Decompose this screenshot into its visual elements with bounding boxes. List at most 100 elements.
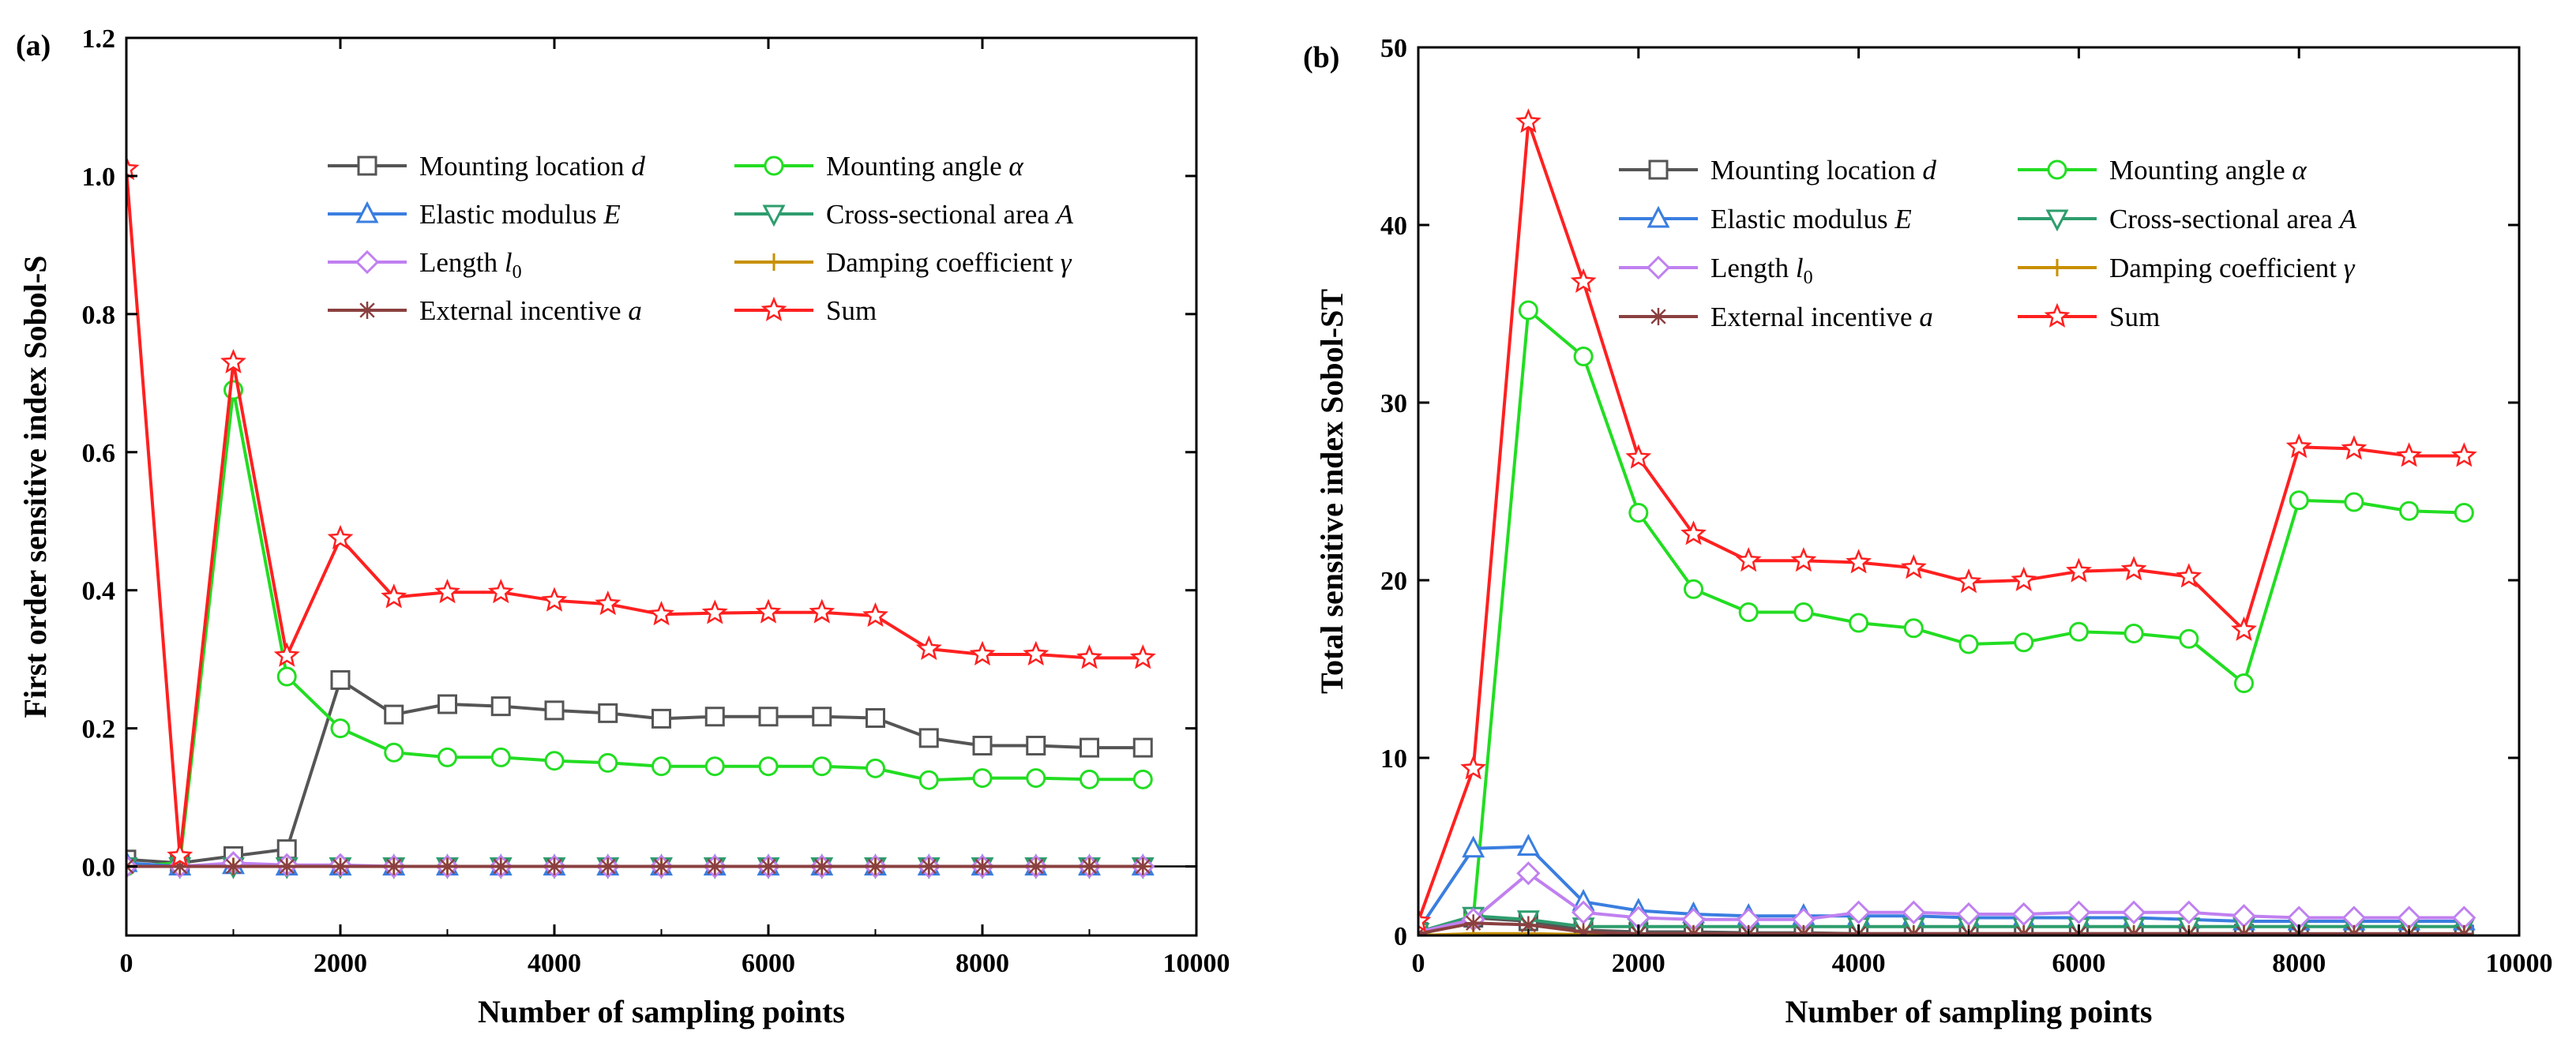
- series-line-sum: [1418, 120, 2465, 922]
- data-point-mounting-angle: [598, 752, 618, 773]
- data-point-sum: [487, 579, 514, 604]
- series-line-mounting-angle: [126, 388, 1143, 868]
- y-tick-label: 0.0: [82, 853, 116, 883]
- data-point-mounting-location-d: [918, 728, 939, 748]
- series-group: [126, 155, 1156, 879]
- data-point-external-incentive-a: [866, 857, 884, 875]
- data-point-sum: [126, 155, 140, 181]
- data-point-mounting-angle: [1738, 602, 1759, 622]
- data-point-sum: [541, 587, 568, 612]
- series-line-mounting-location-d: [126, 678, 1143, 865]
- y-tick-label: 30: [1380, 389, 1407, 418]
- data-point-mounting-location-d: [384, 704, 404, 725]
- data-point-sum: [1418, 907, 1432, 932]
- legend-label: External incentive a: [1710, 302, 1933, 332]
- data-point-mounting-angle: [2124, 624, 2144, 643]
- series-group: [1418, 108, 2477, 935]
- legend-label: Cross-sectional area A: [2109, 204, 2357, 234]
- data-point-sum: [701, 599, 728, 624]
- data-point-sum: [2011, 566, 2037, 591]
- legend-item-external-incentive-a: External incentive a: [328, 295, 642, 326]
- legend: Mounting location d Mounting angle α Elast…: [328, 151, 1074, 326]
- legend-item-mounting-location-d: Mounting location d: [328, 151, 645, 182]
- data-point-mounting-angle: [2289, 490, 2309, 511]
- x-axis-title: Number of sampling points: [1786, 994, 2153, 1029]
- data-point-mounting-angle: [490, 747, 511, 767]
- data-point-mounting-angle: [1628, 503, 1649, 523]
- data-point-sum: [1460, 755, 1487, 780]
- data-point-length-l0: [1846, 900, 1871, 924]
- x-tick-label: 0: [1412, 949, 1425, 978]
- legend-item-mounting-angle: Mounting angle α: [734, 151, 1023, 182]
- data-point-mounting-angle: [2454, 503, 2474, 523]
- panel-label: (a): [16, 29, 51, 62]
- legend-item-length-l0: Length l0: [1619, 253, 1813, 288]
- legend-label: Mounting angle α: [826, 151, 1023, 182]
- legend-item-sum: Sum: [2018, 302, 2160, 332]
- data-point-mounting-angle: [2344, 492, 2364, 512]
- data-point-mounting-angle: [384, 742, 404, 763]
- data-point-mounting-location-d: [652, 708, 671, 729]
- data-point-length-l0: [1571, 900, 1596, 924]
- series-line-external-incentive-a: [1418, 921, 2465, 935]
- data-point-external-incentive-a: [652, 857, 670, 875]
- data-point-sum: [1129, 644, 1156, 669]
- x-tick-label: 4000: [528, 949, 581, 978]
- x-tick-label: 6000: [2052, 949, 2105, 978]
- data-point-external-incentive-a: [492, 857, 510, 875]
- y-tick-label: 1.2: [82, 24, 116, 54]
- data-point-mounting-angle: [2068, 621, 2089, 642]
- x-tick-label: 10000: [1163, 949, 1230, 978]
- legend-label: Damping coefficient γ: [826, 247, 1072, 278]
- legend-marker: [355, 249, 380, 275]
- data-point-length-l0: [2011, 902, 2036, 927]
- y-tick-label: 10: [1380, 744, 1407, 774]
- data-point-elastic-modulus-e: [1516, 834, 1540, 856]
- legend-label: Elastic modulus E: [419, 199, 621, 230]
- y-tick-label: 20: [1380, 567, 1407, 596]
- data-point-external-incentive-a: [1464, 914, 1482, 932]
- x-tick-label: 10000: [2486, 949, 2553, 978]
- y-tick-label: 0.4: [82, 577, 116, 606]
- data-point-mounting-location-d: [1132, 737, 1153, 758]
- legend-item-elastic-modulus-e: Elastic modulus E: [1619, 204, 1912, 234]
- data-point-mounting-angle: [2399, 501, 2420, 521]
- legend-item-damping-coefficient: Damping coefficient γ: [734, 247, 1072, 278]
- data-point-mounting-location-d: [758, 707, 779, 727]
- legend-label: External incentive a: [419, 295, 642, 326]
- legend-marker: [1648, 159, 1669, 180]
- legend-marker: [760, 296, 787, 321]
- data-point-mounting-location-d: [598, 703, 618, 723]
- data-point-mounting-angle: [866, 758, 885, 778]
- x-tick-label: 8000: [956, 949, 1009, 978]
- data-point-mounting-location-d: [1026, 735, 1046, 755]
- data-point-sum: [648, 601, 674, 626]
- data-point-sum: [327, 524, 354, 550]
- data-point-sum: [273, 642, 300, 667]
- data-point-external-incentive-a: [224, 857, 242, 875]
- legend-marker: [355, 201, 379, 223]
- data-point-length-l0: [2067, 900, 2091, 924]
- data-point-mounting-location-d: [1080, 737, 1099, 758]
- data-point-sum: [595, 590, 621, 616]
- legend-marker: [1650, 308, 1667, 325]
- data-point-length-l0: [1956, 902, 1981, 927]
- data-point-mounting-angle: [1849, 613, 1869, 633]
- legend-label: Length l0: [1710, 253, 1813, 288]
- data-point-sum: [167, 842, 193, 868]
- data-point-sum: [1735, 547, 1762, 572]
- data-point-sum: [2341, 435, 2368, 460]
- data-point-mounting-angle: [2179, 628, 2199, 649]
- data-point-external-incentive-a: [599, 857, 617, 875]
- panel-label: (b): [1303, 41, 1339, 74]
- data-point-external-incentive-a: [1519, 916, 1538, 934]
- data-point-mounting-angle: [1903, 618, 1924, 639]
- data-point-mounting-angle: [652, 756, 671, 777]
- data-point-external-incentive-a: [1575, 923, 1593, 935]
- data-point-external-incentive-a: [385, 857, 403, 875]
- legend-item-cross-sectional-area-a: Cross-sectional area A: [2018, 204, 2357, 234]
- data-point-mounting-location-d: [866, 707, 885, 728]
- data-point-sum: [915, 635, 942, 661]
- legend-label: Damping coefficient γ: [2109, 253, 2356, 283]
